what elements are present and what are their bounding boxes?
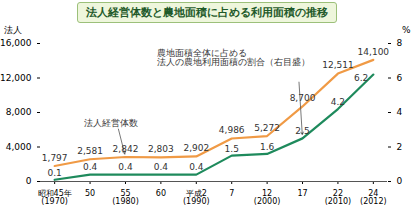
svg-text:0.4: 0.4 <box>83 162 98 172</box>
svg-text:4.2: 4.2 <box>331 97 345 107</box>
svg-text:6: 6 <box>397 73 403 83</box>
svg-text:2,581: 2,581 <box>77 146 103 156</box>
svg-text:0.4: 0.4 <box>189 162 204 172</box>
svg-text:1.5: 1.5 <box>225 144 239 154</box>
svg-text:0: 0 <box>397 176 403 186</box>
svg-text:12,511: 12,511 <box>322 60 354 70</box>
svg-text:12,000: 12,000 <box>0 73 32 83</box>
svg-text:5,272: 5,272 <box>254 123 280 133</box>
svg-text:4,986: 4,986 <box>219 125 245 135</box>
svg-text:2: 2 <box>397 142 403 152</box>
svg-text:1,797: 1,797 <box>42 153 68 163</box>
svg-text:4,000: 4,000 <box>6 142 32 152</box>
svg-text:17: 17 <box>297 189 307 198</box>
svg-text:50: 50 <box>85 189 95 198</box>
svg-text:8,700: 8,700 <box>290 93 316 103</box>
svg-text:%: % <box>402 25 411 35</box>
svg-text:0.4: 0.4 <box>154 162 169 172</box>
svg-text:60: 60 <box>156 189 166 198</box>
svg-text:14,100: 14,100 <box>358 47 390 57</box>
svg-text:2,902: 2,902 <box>183 143 209 153</box>
svg-text:4: 4 <box>397 107 403 117</box>
svg-text:6.2: 6.2 <box>354 73 368 83</box>
svg-text:7: 7 <box>229 189 234 198</box>
svg-text:農地面積全体に占める法人の農地利用面積の割合（右目盛）: 農地面積全体に占める法人の農地利用面積の割合（右目盛） <box>157 48 310 68</box>
svg-text:法人: 法人 <box>4 25 22 35</box>
svg-text:16,000: 16,000 <box>0 38 32 48</box>
svg-text:8,000: 8,000 <box>6 107 32 117</box>
svg-text:55(1980): 55(1980) <box>112 189 139 206</box>
svg-text:1.6: 1.6 <box>260 142 275 152</box>
svg-text:22(2010): 22(2010) <box>325 189 352 206</box>
svg-text:0: 0 <box>26 176 32 186</box>
svg-text:平成2(1990): 平成2(1990) <box>183 189 210 206</box>
svg-text:24(2012): 24(2012) <box>360 189 387 206</box>
svg-text:2,842: 2,842 <box>113 144 139 154</box>
svg-text:昭和45年(1970): 昭和45年(1970) <box>38 189 72 206</box>
html-text:法人経営体数と農地面積に占める利用面積の推移: 法人経営体数と農地面積に占める利用面積の推移 <box>85 6 328 19</box>
svg-text:2,803: 2,803 <box>148 144 174 154</box>
svg-text:法人経営体数: 法人経営体数 <box>84 118 138 128</box>
svg-text:8: 8 <box>397 38 403 48</box>
svg-text:12(2000): 12(2000) <box>254 189 281 206</box>
svg-text:0.4: 0.4 <box>118 162 133 172</box>
svg-text:0.1: 0.1 <box>47 168 61 178</box>
svg-text:2.5: 2.5 <box>295 126 309 136</box>
